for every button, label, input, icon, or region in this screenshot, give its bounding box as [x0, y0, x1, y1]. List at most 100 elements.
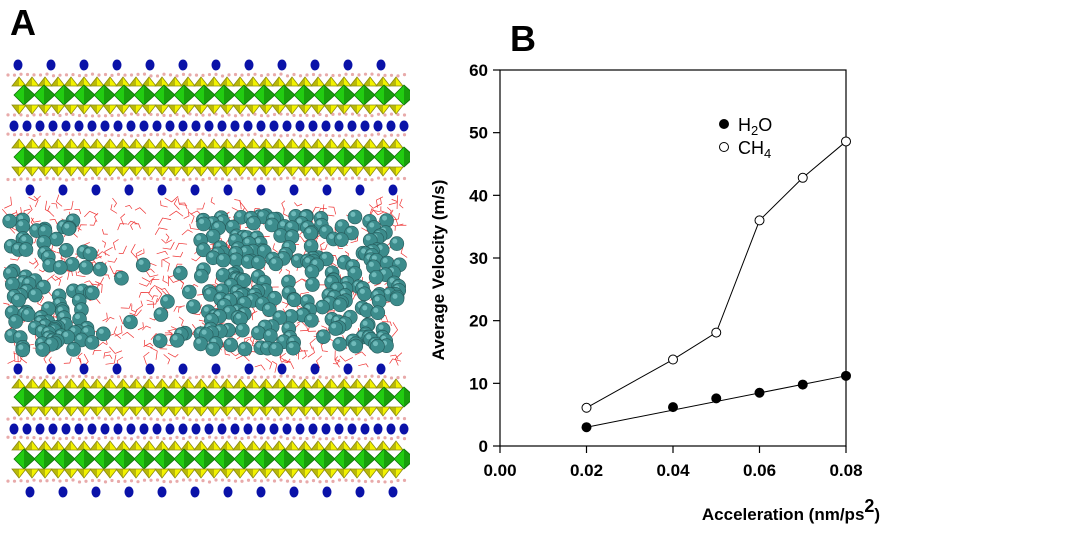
- silicon-tetrahedron-shade: [194, 469, 201, 478]
- surface-hydrogen: [103, 417, 108, 421]
- surface-hydrogen: [12, 133, 17, 137]
- surface-hydrogen: [383, 375, 387, 379]
- silicon-tetrahedron-shade: [116, 77, 123, 86]
- octahedron-shade: [284, 449, 295, 469]
- data-point-h2o: [668, 402, 678, 413]
- methane-sphere: [348, 338, 364, 354]
- methane-sphere-highlight: [244, 238, 250, 244]
- surface-hydrogen: [272, 177, 277, 181]
- water-bond: [112, 197, 117, 208]
- silicon-tetrahedron-shade: [155, 407, 162, 416]
- surface-hydrogen: [175, 112, 179, 117]
- surface-hydrogen: [129, 416, 134, 420]
- silicon-tetrahedron-shade: [298, 77, 305, 86]
- surface-hydrogen: [181, 436, 186, 441]
- surface-hydrogen: [110, 417, 114, 421]
- silicon-tetrahedron-shade: [77, 469, 84, 478]
- surface-hydrogen: [58, 479, 62, 483]
- potassium-ion: [152, 120, 162, 132]
- surface-hydrogen: [220, 177, 225, 181]
- water-bond: [380, 206, 388, 214]
- octahedron-shade: [144, 449, 155, 469]
- water-bond: [156, 250, 168, 255]
- surface-hydrogen: [389, 376, 394, 380]
- methane-sphere-highlight: [305, 257, 311, 263]
- molecular-simulation-snapshot: [1, 59, 410, 498]
- methane-sphere-highlight: [32, 225, 38, 231]
- octahedron-shade: [204, 85, 215, 105]
- octahedron-shade: [84, 147, 95, 167]
- surface-hydrogen: [259, 73, 264, 78]
- silicon-tetrahedron-shade: [337, 167, 344, 176]
- surface-hydrogen: [162, 418, 166, 422]
- methane-sphere-highlight: [205, 289, 211, 295]
- potassium-ion: [223, 486, 233, 498]
- water-bond: [27, 204, 33, 215]
- surface-hydrogen: [266, 114, 270, 118]
- surface-hydrogen: [168, 134, 173, 138]
- octahedron-shade: [224, 85, 235, 105]
- surface-hydrogen: [324, 176, 329, 180]
- methane-sphere-highlight: [208, 252, 214, 258]
- surface-hydrogen: [363, 114, 368, 118]
- water-bond: [77, 224, 87, 232]
- silicon-tetrahedron-shade: [363, 139, 370, 148]
- surface-hydrogen: [45, 436, 49, 440]
- methane-sphere-highlight: [255, 238, 261, 244]
- methane-sphere: [18, 242, 34, 257]
- surface-hydrogen: [402, 133, 407, 137]
- surface-hydrogen: [383, 134, 387, 138]
- surface-hydrogen: [51, 478, 56, 482]
- water-bond: [103, 351, 111, 359]
- water-bond: [254, 364, 266, 371]
- surface-hydrogen: [233, 114, 238, 118]
- methane-sphere-highlight: [125, 316, 131, 322]
- methane-sphere-highlight: [317, 302, 323, 308]
- methane-sphere-highlight: [253, 327, 259, 333]
- methane-sphere: [95, 326, 111, 342]
- methane-sphere-highlight: [253, 257, 259, 263]
- surface-hydrogen: [84, 417, 88, 421]
- surface-hydrogen: [292, 176, 296, 180]
- methane-sphere-highlight: [329, 292, 335, 298]
- silicon-tetrahedron-shade: [311, 407, 318, 416]
- methane-sphere: [389, 291, 405, 307]
- water-bond: [120, 303, 132, 309]
- plot-frame: [499, 69, 847, 447]
- octahedron-shade: [384, 387, 395, 407]
- silicon-tetrahedron-shade: [90, 105, 97, 114]
- surface-hydrogen: [181, 416, 186, 420]
- y-axis-label: Average Velocity (m/s): [429, 180, 448, 361]
- surface-hydrogen: [175, 435, 179, 440]
- water-bond: [118, 245, 127, 255]
- silicon-tetrahedron-shade: [285, 469, 292, 478]
- silicon-tetrahedron-shade: [337, 407, 344, 416]
- methane-sphere-highlight: [214, 222, 220, 228]
- silicon-tetrahedron-shade: [376, 407, 383, 416]
- surface-hydrogen: [279, 72, 283, 76]
- potassium-ion: [178, 120, 188, 132]
- silicon-tetrahedron-shade: [77, 77, 84, 86]
- water-bond: [129, 309, 142, 317]
- silicon-tetrahedron-shade: [220, 105, 227, 114]
- methane-sphere-highlight: [321, 253, 327, 259]
- silicon-tetrahedron-shade: [389, 441, 396, 450]
- methane-sphere-highlight: [208, 344, 214, 350]
- methane-sphere-highlight: [237, 325, 243, 331]
- water-bond: [188, 211, 195, 224]
- silicon-tetrahedron-shade: [142, 105, 149, 114]
- potassium-ion: [308, 423, 318, 435]
- surface-hydrogen: [298, 417, 303, 422]
- surface-hydrogen: [220, 478, 225, 482]
- surface-hydrogen: [279, 134, 283, 138]
- silicon-tetrahedron-shade: [51, 105, 58, 114]
- silicon-tetrahedron-shade: [25, 379, 32, 388]
- surface-hydrogen: [207, 480, 212, 484]
- silicon-tetrahedron-shade: [25, 77, 32, 86]
- surface-hydrogen: [136, 176, 140, 180]
- surface-hydrogen: [32, 178, 36, 182]
- surface-hydrogen: [357, 479, 361, 483]
- water-bond: [117, 223, 128, 231]
- surface-hydrogen: [227, 113, 231, 117]
- surface-hydrogen: [58, 417, 62, 421]
